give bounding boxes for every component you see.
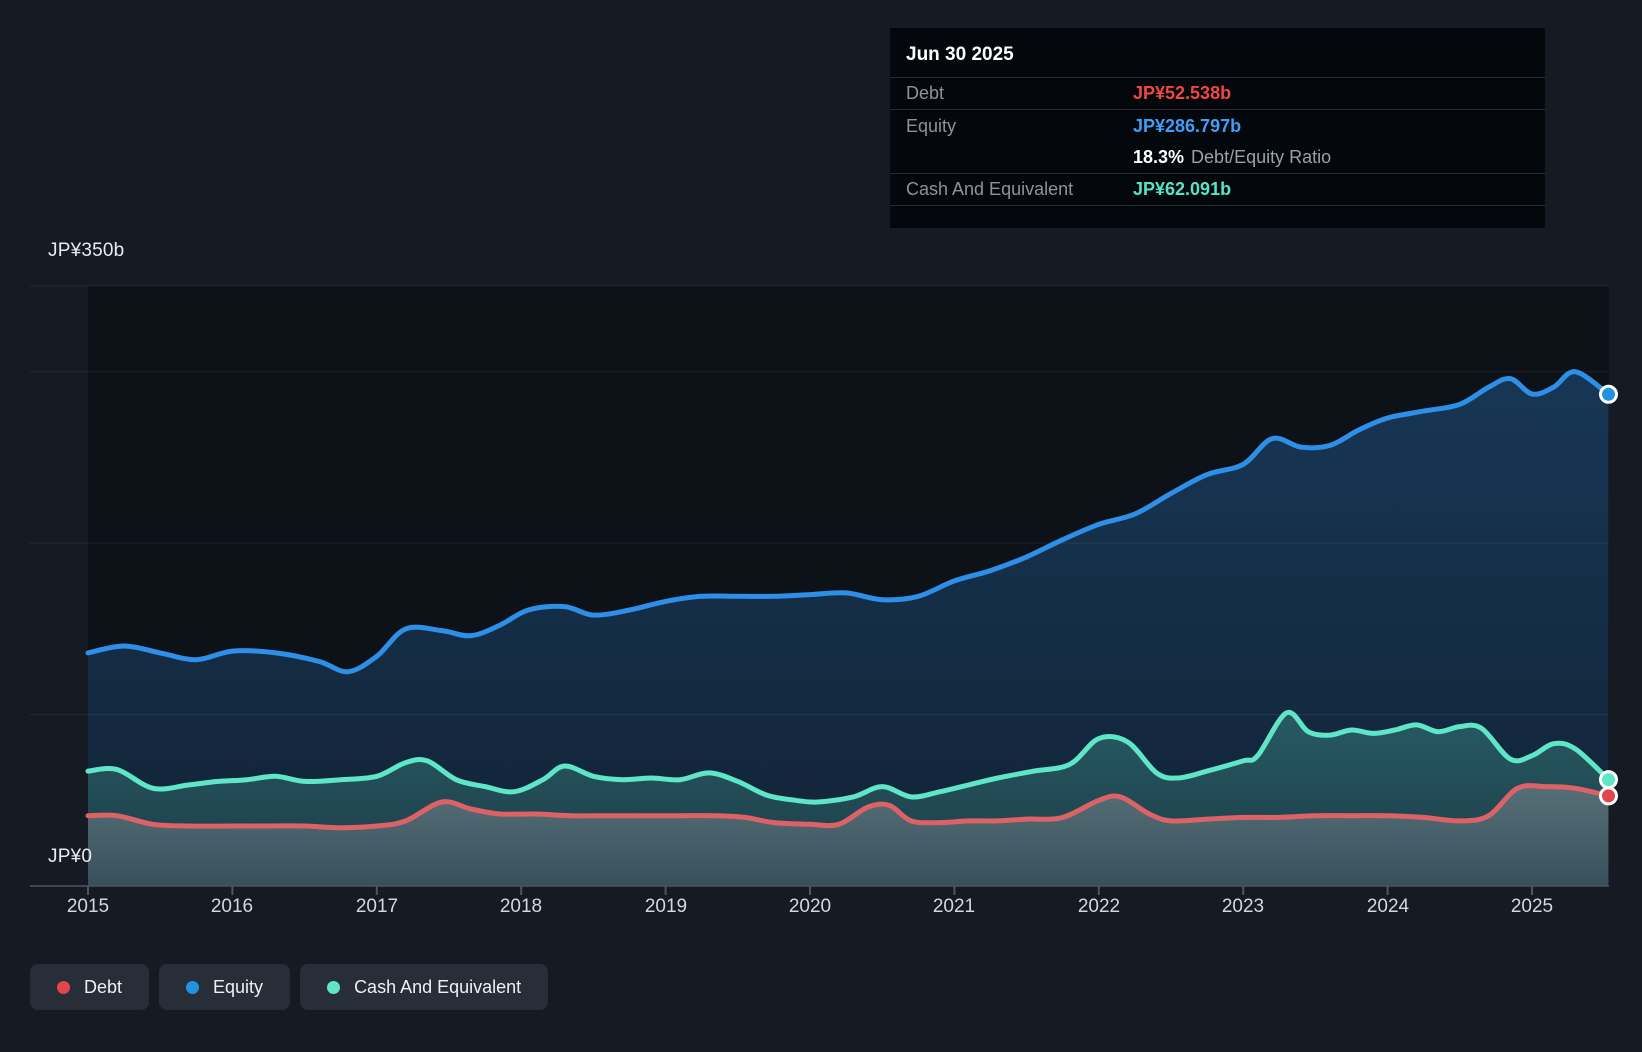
tooltip-equity-value: JP¥286.797b: [1133, 115, 1242, 136]
tooltip-debt-value: JP¥52.538b: [1133, 83, 1232, 103]
legend-item-debt[interactable]: Debt: [30, 964, 150, 1010]
tooltip-row-ratio: 18.3% Debt/Equity Ratio: [890, 142, 1545, 174]
y-axis-zero-label: JP¥0: [48, 846, 93, 867]
tooltip-ratio-value: 18.3%: [1133, 147, 1185, 167]
tooltip-equity-label: Equity: [906, 115, 957, 136]
x-tick-label-2017: 2017: [355, 896, 399, 917]
debt-line: [85, 783, 1611, 831]
tooltip-ratio-label: Debt/Equity Ratio: [1191, 147, 1332, 167]
cash-and-equivalent-line: [85, 709, 1611, 805]
debt-last-point-marker: [1599, 786, 1618, 806]
equity-legend-dot-icon: [186, 980, 200, 994]
tooltip-row-cash: Cash And Equivalent JP¥62.091b: [890, 174, 1545, 206]
chart-tooltip: Jun 30 2025 Debt JP¥52.538b Equity JP¥28…: [890, 28, 1545, 228]
x-tick-label-2019: 2019: [644, 896, 688, 917]
x-tick-label-2018: 2018: [499, 896, 543, 917]
equity-last-point-marker: [1599, 384, 1618, 404]
x-tick-label-2023: 2023: [1221, 896, 1265, 917]
equity-line: [85, 369, 1611, 675]
tooltip-cash-label: Cash And Equivalent: [906, 179, 1074, 199]
legend-cash-label: Cash And Equivalent: [354, 976, 522, 997]
tooltip-row-equity: Equity JP¥286.797b: [890, 110, 1545, 142]
y-axis-max-label: JP¥350b: [48, 240, 125, 261]
tooltip-debt-label: Debt: [906, 83, 945, 103]
x-tick-label-2020: 2020: [788, 896, 832, 917]
chart-legend: Debt Equity Cash And Equivalent: [30, 964, 549, 1010]
x-tick-label-2025: 2025: [1510, 896, 1554, 917]
x-tick-label-2022: 2022: [1077, 896, 1121, 917]
legend-debt-label: Debt: [84, 976, 123, 997]
legend-item-equity[interactable]: Equity: [159, 964, 291, 1010]
equity-area: [88, 371, 1609, 886]
legend-equity-label: Equity: [213, 976, 264, 997]
x-tick-label-2021: 2021: [932, 896, 976, 917]
x-tick-label-2024: 2024: [1366, 896, 1410, 917]
tooltip-date: Jun 30 2025: [890, 28, 1545, 78]
x-tick-label-2015: 2015: [66, 896, 110, 917]
tooltip-cash-value: JP¥62.091b: [1133, 179, 1232, 199]
tooltip-row-debt: Debt JP¥52.538b: [890, 78, 1545, 110]
debt-legend-dot-icon: [57, 980, 70, 994]
x-tick-label-2016: 2016: [210, 896, 254, 917]
cash-legend-dot-icon: [327, 980, 341, 994]
legend-item-cash[interactable]: Cash And Equivalent: [300, 964, 549, 1010]
cash-and-equivalent-last-point-marker: [1599, 770, 1618, 790]
